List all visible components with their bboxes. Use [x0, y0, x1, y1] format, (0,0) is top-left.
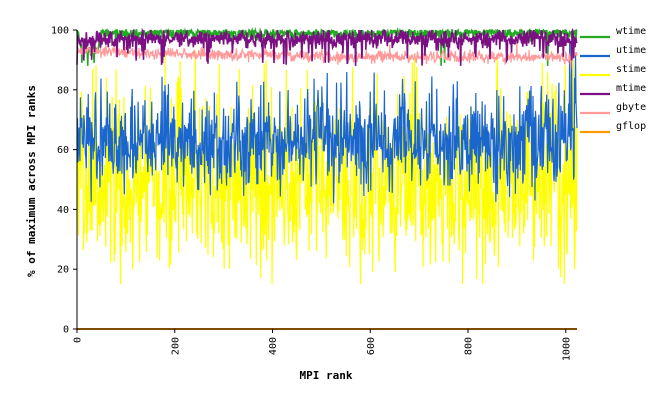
series-line-mtime — [76, 27, 578, 66]
x-tick-label: 600 — [366, 337, 377, 355]
series-line-utime — [76, 38, 578, 204]
legend: wtime utime stime mtime gbyte gflop — [580, 26, 646, 134]
x-tick-label: 400 — [268, 337, 279, 355]
legend-label: stime — [616, 64, 646, 75]
y-tick-label: 0 — [63, 325, 69, 336]
x-tick-label: 800 — [464, 337, 475, 355]
y-axis-title: % of maximum across MPI ranks — [25, 85, 38, 277]
series-line-gbyte — [76, 38, 578, 69]
y-tick-label: 40 — [57, 205, 69, 216]
x-tick-label: 1000 — [561, 337, 572, 361]
legend-item-mtime: mtime — [580, 83, 646, 96]
legend-item-gflop: gflop — [580, 121, 646, 134]
y-tick-label: 100 — [51, 26, 69, 37]
legend-label: utime — [616, 45, 646, 56]
legend-label: wtime — [616, 26, 646, 37]
legend-item-utime: utime — [580, 45, 646, 58]
legend-item-gbyte: gbyte — [580, 102, 646, 115]
legend-label: mtime — [616, 83, 646, 94]
x-tick-label: 200 — [170, 337, 181, 355]
axes — [76, 30, 577, 330]
y-tick-label: 60 — [57, 145, 69, 156]
x-axis-title: MPI rank — [300, 369, 353, 382]
legend-item-stime: stime — [580, 64, 646, 77]
series-line-stime — [76, 50, 578, 285]
y-tick-label: 80 — [57, 85, 69, 96]
legend-label: gflop — [616, 121, 646, 132]
y-tick-label: 20 — [57, 265, 69, 276]
legend-label: gbyte — [616, 102, 646, 113]
x-tick-label: 0 — [73, 337, 84, 343]
legend-item-wtime: wtime — [580, 26, 646, 39]
